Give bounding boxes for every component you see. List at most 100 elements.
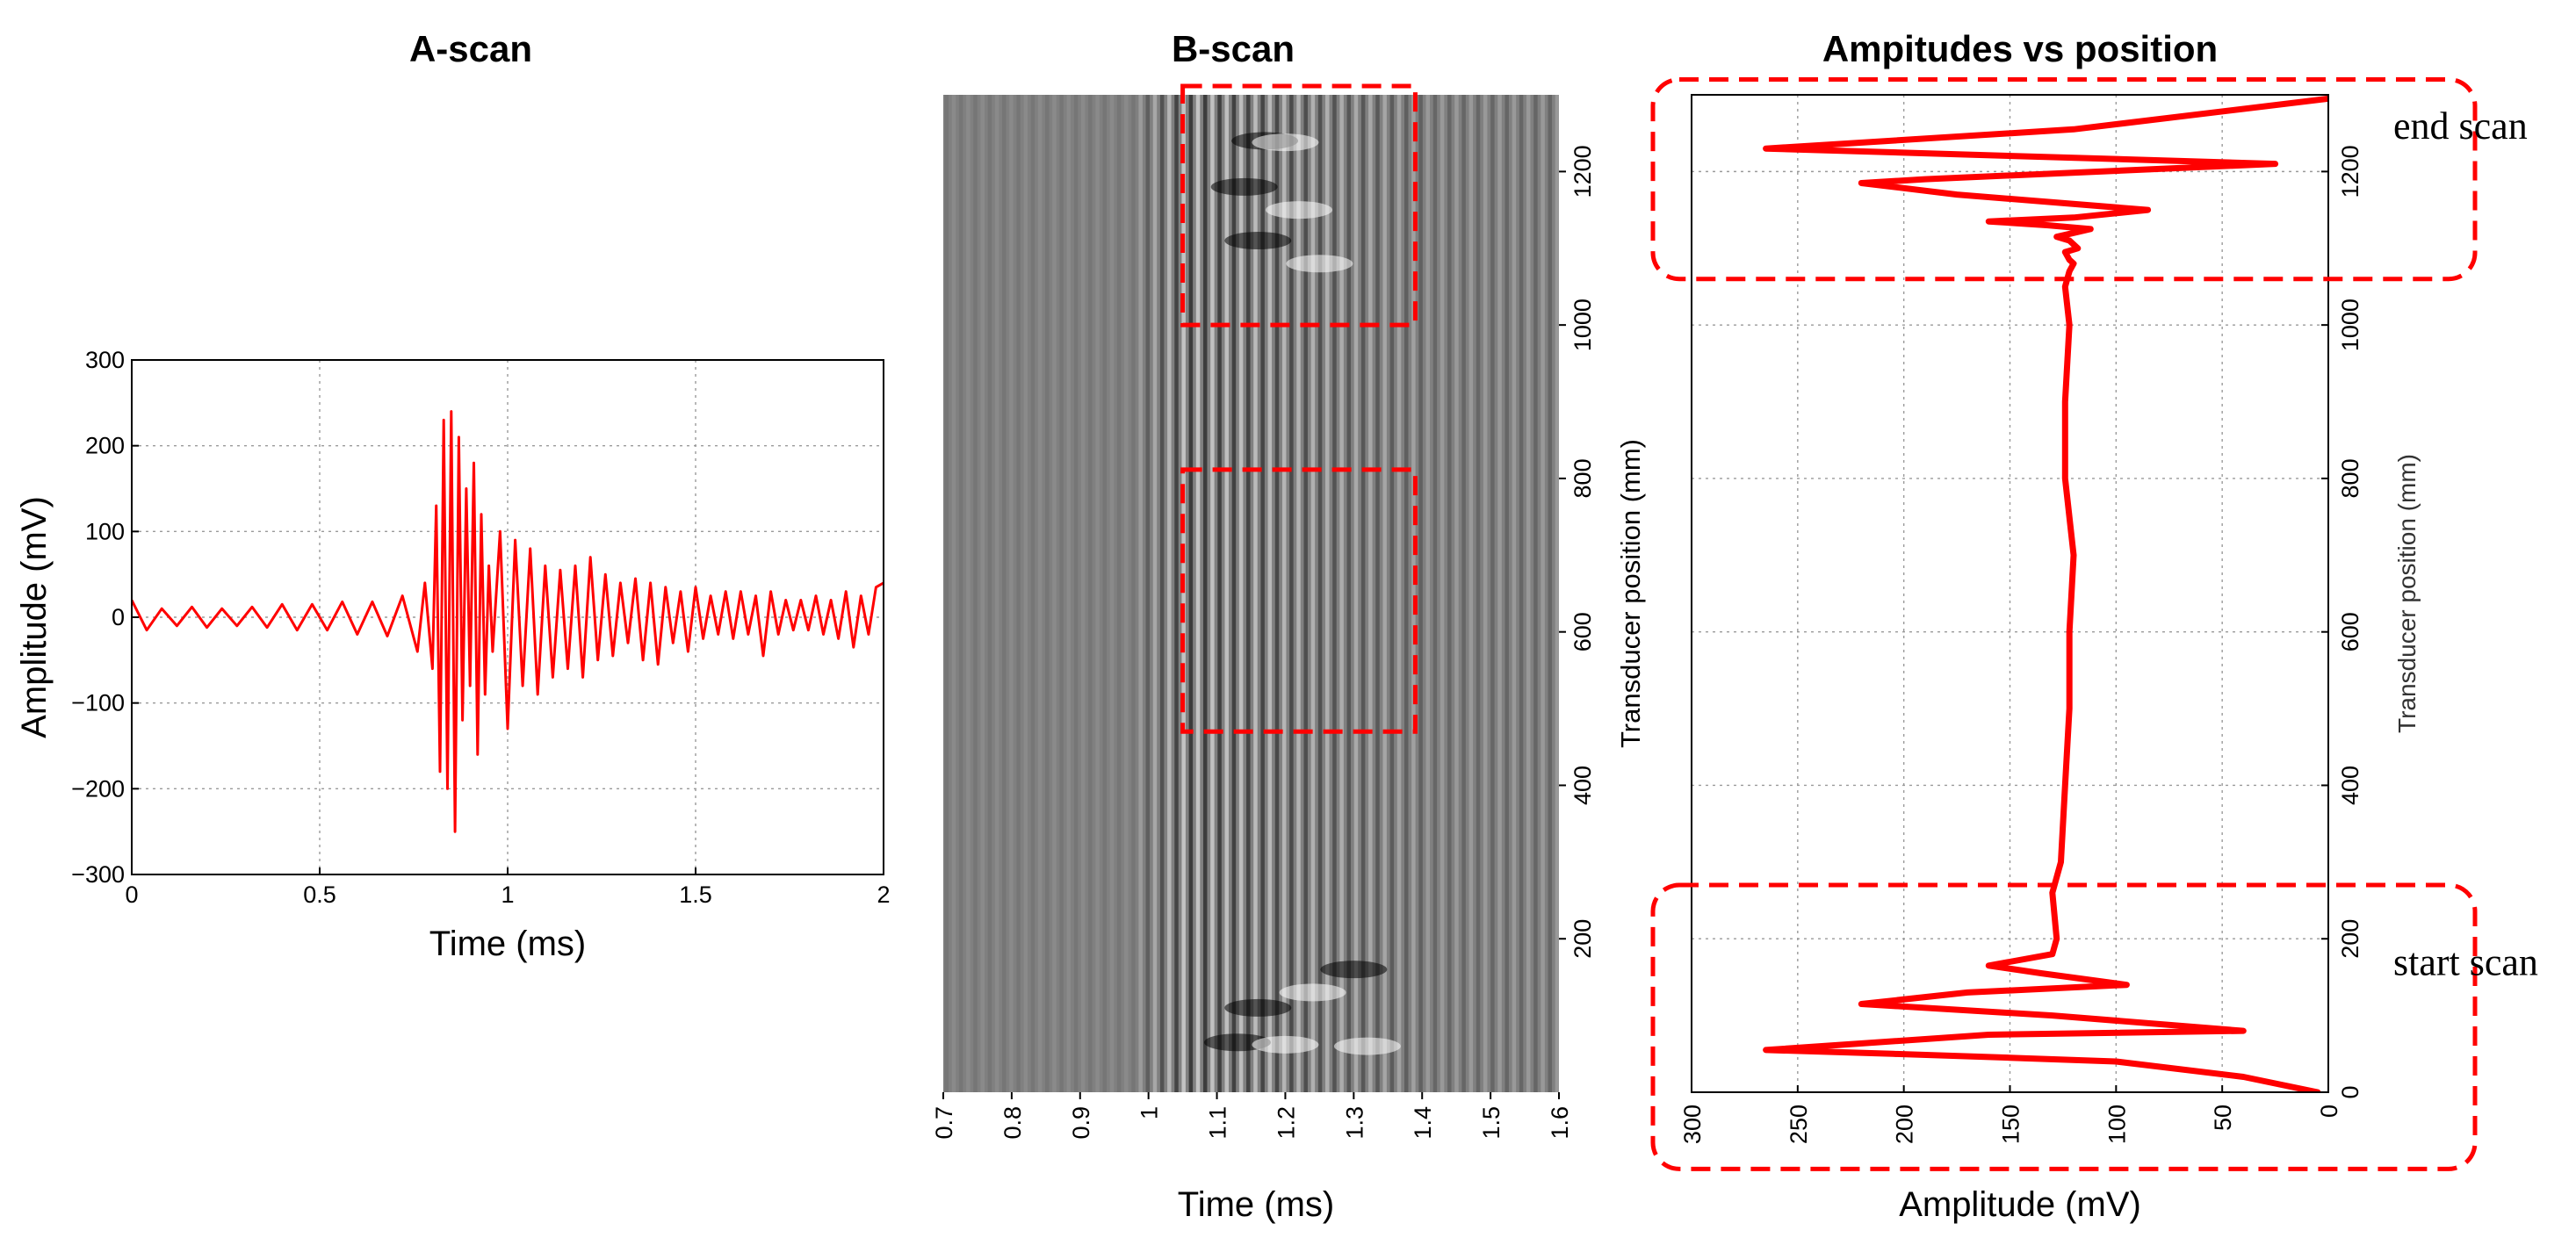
b-scan-band: [1483, 95, 1488, 1092]
b-scan-band: [994, 95, 999, 1092]
a-scan-xtick-label: 1.5: [679, 882, 712, 908]
b-scan-band: [973, 95, 978, 1092]
b-scan-band: [1001, 95, 1007, 1092]
b-scan-band: [1425, 95, 1431, 1092]
b-scan-band: [1253, 95, 1258, 1092]
b-scan-band: [1080, 95, 1086, 1092]
b-scan-xlabel: Time (ms): [1178, 1185, 1334, 1224]
b-scan-band: [1045, 95, 1050, 1092]
b-scan-band: [1526, 95, 1531, 1092]
b-scan-band: [1504, 95, 1509, 1092]
amplitude-ytick-label: 1000: [2337, 299, 2363, 351]
b-scan-band: [1124, 95, 1129, 1092]
b-scan-band: [1317, 95, 1323, 1092]
b-scan-reflection: [1320, 961, 1388, 979]
amplitude-annotations: end scan start scan: [1650, 77, 2538, 1171]
a-scan-xtick-label: 1: [501, 882, 514, 908]
b-scan-band: [1281, 95, 1287, 1092]
amplitude-title: Ampitudes vs position: [1822, 28, 2218, 69]
b-scan-band: [1418, 95, 1423, 1092]
b-scan-band: [1116, 95, 1122, 1092]
b-scan-band: [1339, 95, 1344, 1092]
amplitude-xtick-label: 200: [1892, 1105, 1918, 1144]
b-scan-reflection: [1252, 133, 1319, 152]
b-scan-band: [1447, 95, 1452, 1092]
b-scan-band: [1260, 95, 1265, 1092]
amplitude-grid: [1692, 95, 2328, 1092]
b-scan-ytick-label: 600: [1569, 612, 1596, 651]
b-scan-band: [1145, 95, 1151, 1092]
b-scan-band: [1454, 95, 1459, 1092]
b-scan-band: [1238, 95, 1244, 1092]
amplitude-frame: [1691, 94, 2329, 1093]
a-scan-ytick-label: −300: [71, 861, 125, 888]
b-scan-band: [1353, 95, 1359, 1092]
b-scan-ylabel: Transducer position (mm): [1615, 439, 1646, 748]
amplitude-xtick-label: 100: [2103, 1105, 2130, 1144]
b-scan-band: [1548, 95, 1553, 1092]
b-scan-highlight-box: [1180, 83, 1418, 327]
b-scan-band: [1195, 95, 1201, 1092]
b-scan-band: [944, 95, 949, 1092]
b-scan-band: [1497, 95, 1502, 1092]
b-scan-band: [951, 95, 956, 1092]
amplitude-xtick-label: 250: [1786, 1105, 1812, 1144]
b-scan-band: [1073, 95, 1079, 1092]
a-scan-ytick-label: 0: [112, 604, 125, 630]
b-scan-xtick-label: 1: [1136, 1106, 1163, 1119]
b-scan-xtick-label: 1.3: [1341, 1106, 1367, 1140]
a-scan-xtick-label: 0: [125, 882, 138, 908]
b-scan-band: [1325, 95, 1330, 1092]
b-scan-band: [1217, 95, 1222, 1092]
amplitude-xtick-label: 0: [2316, 1105, 2342, 1118]
amplitude-ytick-label: 0: [2337, 1085, 2363, 1098]
b-scan-xtick-label: 1.4: [1410, 1106, 1436, 1140]
a-scan-xlabel: Time (ms): [429, 925, 586, 963]
b-scan-reflection: [1224, 232, 1292, 250]
b-scan-band: [1440, 95, 1445, 1092]
a-scan-ytick-label: −100: [71, 690, 125, 716]
amplitude-xtick-label: 50: [2210, 1105, 2236, 1131]
a-scan-ytick-label: 100: [85, 518, 125, 544]
end-scan-box: [1650, 77, 2478, 282]
start-scan-label: start scan: [2393, 940, 2538, 983]
a-scan-xtick-label: 2: [877, 882, 890, 908]
b-scan-band: [1109, 95, 1115, 1092]
b-scan-background: [943, 95, 1559, 1092]
b-scan-ytick-label: 1200: [1569, 145, 1596, 198]
b-scan-band: [1512, 95, 1517, 1092]
b-scan-band: [1368, 95, 1373, 1092]
b-scan-band: [1555, 95, 1559, 1092]
b-scan-reflection: [1252, 1035, 1319, 1054]
b-scan-reflection: [1279, 983, 1346, 1002]
amplitude-trace: [1763, 95, 2328, 1092]
b-scan-band: [1231, 95, 1237, 1092]
b-scan-band: [1037, 95, 1043, 1092]
b-scan-band: [1181, 95, 1186, 1092]
b-scan-band: [1289, 95, 1294, 1092]
b-scan-band: [1303, 95, 1308, 1092]
b-scan-reflection: [1266, 201, 1333, 219]
end-scan-label: end scan: [2393, 104, 2528, 148]
b-scan-band: [1519, 95, 1524, 1092]
b-scan-band: [1152, 95, 1158, 1092]
b-scan-xtick-label: 0.7: [931, 1106, 957, 1140]
amplitude-ylabel: Transducer position (mm): [2393, 454, 2421, 733]
b-scan-ytick-label: 1000: [1569, 299, 1596, 351]
b-scan-xtick-label: 1.1: [1205, 1106, 1231, 1140]
b-scan-band: [966, 95, 971, 1092]
b-scan-reflection: [1224, 998, 1292, 1017]
amplitude-ytick-label: 600: [2337, 612, 2363, 651]
a-scan-title: A-scan: [409, 28, 532, 69]
b-scan-reflection: [1333, 1037, 1401, 1055]
b-scan-band: [1411, 95, 1416, 1092]
b-scan-band: [1202, 95, 1208, 1092]
b-scan-band: [1174, 95, 1179, 1092]
amplitude-xtick-label: 300: [1679, 1105, 1706, 1144]
b-scan-band: [1403, 95, 1409, 1092]
b-scan-band: [1346, 95, 1352, 1092]
a-scan-ytick-label: 200: [85, 433, 125, 459]
b-scan-band: [1131, 95, 1136, 1092]
b-scan-ytick-label: 800: [1569, 458, 1596, 498]
